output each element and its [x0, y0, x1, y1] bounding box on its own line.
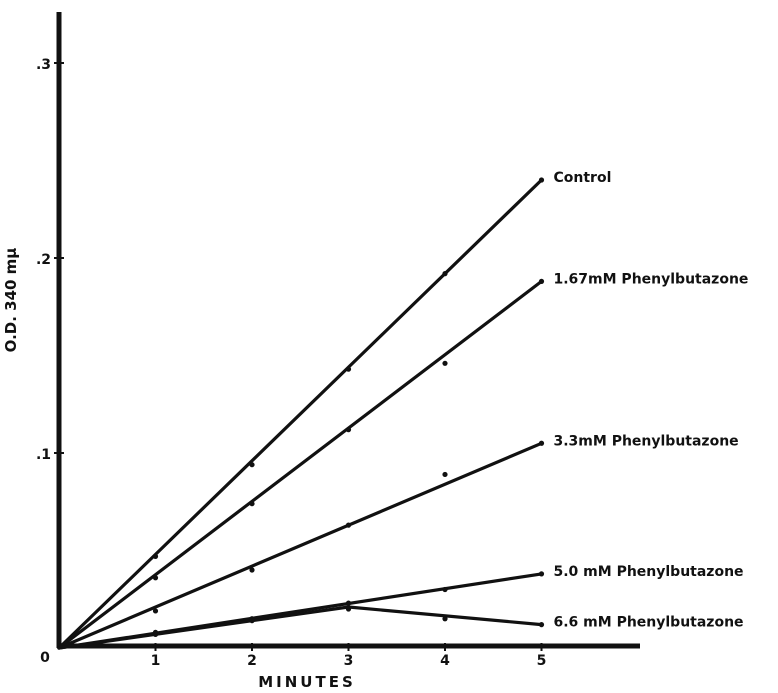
series-label: Control: [554, 170, 612, 186]
data-point: [442, 471, 448, 478]
data-point: [538, 622, 545, 628]
series-2: 1.67mM Phenylbutazone: [57, 271, 749, 650]
data-point: [249, 567, 255, 573]
y-tick-label: .2: [36, 252, 51, 268]
data-point: [152, 631, 159, 637]
data-point: [152, 608, 159, 614]
data-point: [249, 618, 255, 624]
data-point: [442, 360, 448, 366]
series-label: 5.0 mM Phenylbutazone: [554, 564, 744, 580]
y-axis-title: O.D. 340 mμ: [2, 248, 20, 353]
x-tick-label: 1: [151, 653, 161, 669]
data-point: [442, 586, 448, 593]
data-point: [345, 600, 352, 606]
x-tick-label: 3: [344, 653, 354, 669]
x-axis-title: MINUTES: [258, 673, 356, 691]
series-line: [57, 441, 544, 650]
x-tick-label: 5: [537, 653, 547, 669]
x-ticks: 1 2 3 4 5: [151, 643, 547, 669]
y-ticks: .1 .2 .3: [36, 57, 64, 463]
data-point: [152, 553, 159, 559]
data-point: [152, 575, 159, 581]
data-point: [538, 440, 545, 446]
series-label: 6.6 mM Phenylbutazone: [554, 615, 744, 631]
data-point: [538, 571, 545, 577]
data-point: [249, 462, 255, 468]
series-line: [57, 605, 544, 650]
data-point: [538, 177, 545, 183]
data-point: [442, 616, 448, 622]
data-point: [538, 278, 545, 284]
origin-label: 0: [40, 650, 50, 666]
series-label: 3.3mM Phenylbutazone: [554, 433, 739, 449]
data-point: [249, 501, 255, 507]
data-point: [345, 366, 352, 372]
series-line: [57, 178, 544, 650]
y-tick-label: .3: [36, 57, 51, 73]
data-point: [345, 427, 352, 433]
series-line: [57, 279, 544, 650]
data-point: [345, 522, 352, 528]
series-3: 3.3mM Phenylbutazone: [57, 433, 739, 650]
axes: 0: [40, 12, 640, 666]
data-point: [442, 271, 448, 277]
series-1: Control: [57, 170, 612, 650]
x-tick-label: 2: [247, 653, 257, 669]
x-tick-label: 4: [440, 653, 450, 669]
series-5: 6.6 mM Phenylbutazone: [57, 605, 744, 650]
series-label: 1.67mM Phenylbutazone: [554, 271, 749, 287]
series-layer: Control 1.67mM Phenylbutazone 3.3mM Phenyl…: [57, 170, 749, 650]
y-tick-label: .1: [36, 447, 51, 463]
data-point: [345, 606, 352, 612]
